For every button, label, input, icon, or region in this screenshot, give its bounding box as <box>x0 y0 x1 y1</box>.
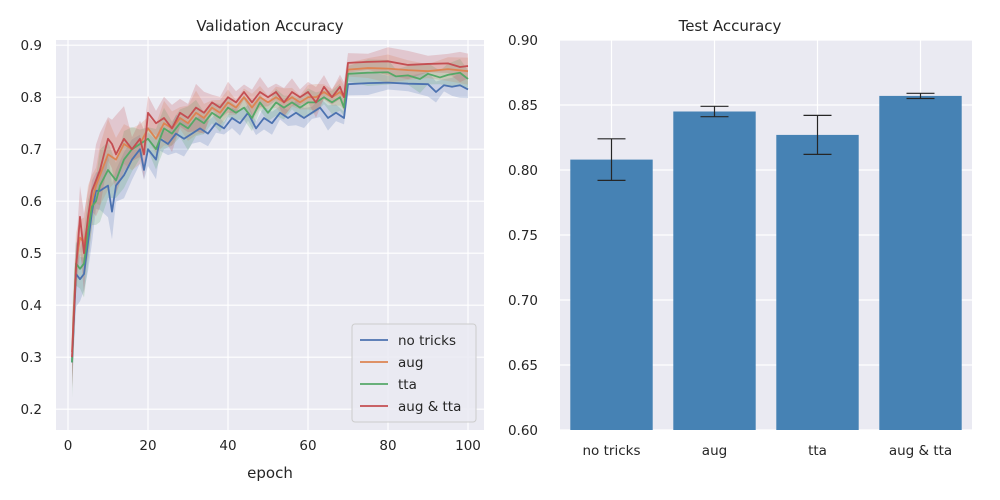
error-bar-aug <box>700 105 729 118</box>
validation-accuracy-panel: 0 20 40 60 80 100 0.2 0.3 0.4 0.5 0.6 0.7 0.8 0.9 Va… <box>21 17 484 482</box>
test-y-tick-labels: 0.60 0.65 0.70 0.75 0.80 0.85 0.90 <box>508 33 538 439</box>
error-bar-no-tricks <box>597 138 626 181</box>
y-tick-label: 0.6 <box>21 194 42 210</box>
legend-label-aug-and-tta: aug & tta <box>398 399 461 415</box>
y-tick-label: 0.60 <box>508 423 538 439</box>
y-tick-label: 0.4 <box>21 298 42 314</box>
line-aug-and-tta <box>71 60 469 358</box>
validation-legend: no tricks aug tta aug & tta <box>351 323 477 423</box>
y-tick-label: 0.65 <box>508 358 538 374</box>
x-tick-label: 20 <box>139 438 156 454</box>
validation-x-tick-labels: 0 20 40 60 80 100 <box>64 438 481 454</box>
test-x-tick-labels: no tricks aug tta aug & tta <box>583 443 953 459</box>
legend-box <box>351 323 477 423</box>
legend-label-tta: tta <box>398 377 417 393</box>
legend-label-aug: aug <box>398 355 423 371</box>
y-tick-label: 0.80 <box>508 163 538 179</box>
x-tick-label: 100 <box>455 438 481 454</box>
test-bars <box>570 95 962 431</box>
validation-x-axis-label: epoch <box>247 464 293 482</box>
validation-y-tick-labels: 0.2 0.3 0.4 0.5 0.6 0.7 0.8 0.9 <box>21 38 42 418</box>
line-no-tricks <box>71 81 469 363</box>
test-error-bars <box>597 92 935 181</box>
band-no-tricks <box>72 71 468 387</box>
bar-no-tricks <box>570 159 653 430</box>
error-bar-tta <box>803 114 832 155</box>
x-tick-label: 60 <box>299 438 316 454</box>
y-tick-label: 0.75 <box>508 228 538 244</box>
x-tick-label-tta: tta <box>808 443 827 459</box>
y-tick-label: 0.85 <box>508 98 538 114</box>
x-tick-label-aug-and-tta: aug & tta <box>889 443 952 459</box>
legend-label-no-tricks: no tricks <box>398 333 456 349</box>
y-tick-label: 0.3 <box>21 350 42 366</box>
line-tta <box>71 71 469 363</box>
band-aug <box>72 54 468 388</box>
x-tick-label: 40 <box>219 438 236 454</box>
error-bar-aug-and-tta <box>906 92 935 100</box>
y-tick-label: 0.2 <box>21 402 42 418</box>
x-tick-label-aug: aug <box>702 443 727 459</box>
y-tick-label: 0.70 <box>508 293 538 309</box>
x-tick-label-no-tricks: no tricks <box>583 443 641 459</box>
validation-lines <box>71 60 469 363</box>
test-chart-title: Test Accuracy <box>678 17 782 35</box>
y-tick-label: 0.8 <box>21 90 42 106</box>
y-tick-label: 0.5 <box>21 246 42 262</box>
line-aug <box>71 67 469 353</box>
band-tta <box>72 58 468 399</box>
x-tick-label: 80 <box>379 438 396 454</box>
bar-tta <box>776 134 859 430</box>
y-tick-label: 0.90 <box>508 33 538 49</box>
bar-aug <box>673 111 756 430</box>
validation-chart-title: Validation Accuracy <box>196 17 343 35</box>
x-tick-label: 0 <box>64 438 73 454</box>
bar-aug-and-tta <box>879 95 962 431</box>
y-tick-label: 0.7 <box>21 142 42 158</box>
test-accuracy-panel: no tricks aug tta aug & tta 0.60 0.65 0.70 0.7… <box>508 17 972 459</box>
y-tick-label: 0.9 <box>21 38 42 54</box>
validation-gridlines <box>56 40 484 430</box>
